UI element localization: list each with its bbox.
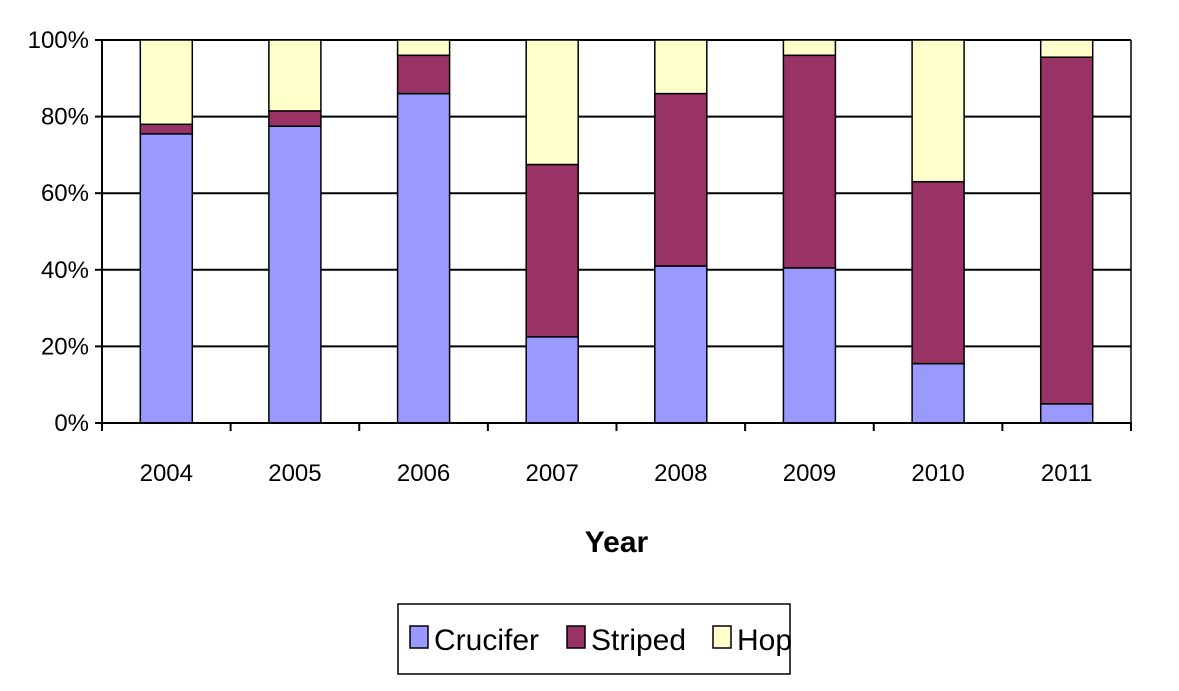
x-tick-label: 2010	[911, 460, 964, 487]
bar-segment	[140, 134, 192, 423]
bar-segment	[269, 111, 321, 126]
x-tick-label: 2008	[654, 460, 707, 487]
bar-segment	[526, 40, 578, 165]
bar-segment	[783, 40, 835, 55]
bar-segment	[398, 55, 450, 93]
legend-label: Striped	[591, 624, 686, 657]
bar-segment	[269, 126, 321, 423]
x-tick-label: 2004	[140, 460, 193, 487]
bar-segment	[655, 266, 707, 423]
bar-segment	[526, 165, 578, 337]
bar-segment	[398, 40, 450, 55]
x-tick-label: 2006	[397, 460, 450, 487]
bar-segment	[783, 55, 835, 268]
legend: Crucifer Striped Hop	[398, 604, 792, 674]
bar-segment	[140, 124, 192, 134]
y-tick-label: 20%	[41, 333, 89, 360]
bar-segment	[912, 40, 964, 182]
y-tick-label: 80%	[41, 104, 89, 131]
gridlines	[102, 40, 1131, 346]
bar-segment	[655, 94, 707, 266]
bar-segment	[783, 268, 835, 423]
bar-segment	[655, 40, 707, 94]
bar-segment	[912, 364, 964, 423]
y-tick-label: 60%	[41, 180, 89, 207]
y-tick-label: 0%	[54, 410, 89, 437]
bar-segment	[140, 40, 192, 124]
bar-segment	[269, 40, 321, 111]
bar-segment	[398, 94, 450, 423]
x-tick-label: 2007	[525, 460, 578, 487]
bars	[140, 40, 1092, 423]
y-tick-label: 100%	[28, 27, 89, 54]
legend-swatch	[410, 626, 428, 648]
legend-label: Hop	[737, 624, 792, 657]
bar-segment	[912, 182, 964, 364]
legend-swatch	[713, 626, 731, 648]
x-tick-label: 2009	[783, 460, 836, 487]
x-tick-label: 2005	[268, 460, 321, 487]
legend-swatch	[567, 626, 585, 648]
bar-segment	[1041, 40, 1093, 57]
bar-segment	[1041, 57, 1093, 404]
x-tick-label: 2011	[1041, 460, 1093, 487]
bar-segment	[526, 337, 578, 423]
bar-segment	[1041, 404, 1093, 423]
axes: 0% 20% 40% 60% 80% 100% 2004 2005 2006 2007 2008 20…	[28, 27, 1131, 487]
legend-label: Crucifer	[434, 624, 539, 657]
x-axis-title: Year	[585, 526, 649, 559]
y-tick-label: 40%	[41, 257, 89, 284]
